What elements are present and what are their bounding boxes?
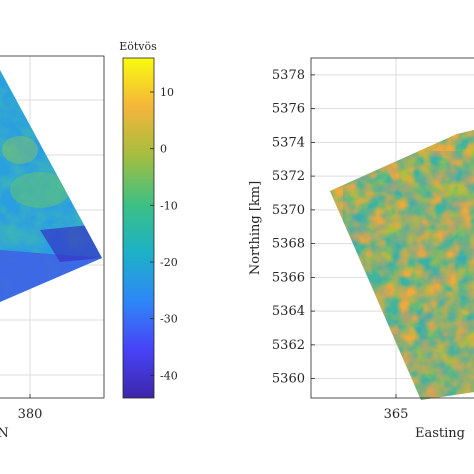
right-x-tick-label: 365 (384, 407, 409, 422)
left-axes-box (0, 55, 105, 399)
colorbar-tick-label: -40 (160, 369, 178, 382)
left-panel: 380 N (0, 55, 105, 441)
right-y-axis-label: Northing [km] (248, 181, 263, 275)
right-y-ticks: 5378 5376 5374 5372 5370 5368 5366 5364 5362 5360 (272, 68, 315, 387)
right-y-tick-label: 5378 (272, 68, 305, 83)
colorbar-tick-label: 0 (160, 143, 167, 156)
colorbar-tick-label: 10 (160, 86, 174, 99)
right-y-tick-label: 5364 (272, 304, 305, 319)
right-y-tick-label: 5368 (272, 237, 305, 252)
right-y-tick-label: 5360 (272, 372, 305, 387)
colorbar-tick-label: -20 (160, 256, 178, 269)
colorbar-ticks: 10 0 -10 -20 -30 -40 (150, 86, 178, 382)
colorbar-label: Eötvös (119, 40, 157, 53)
left-x-axis-label: N (0, 426, 9, 441)
right-panel: 5378 5376 5374 5372 5370 5368 5366 5364 5362 5360… (248, 57, 474, 441)
colorbar-tick-label: -10 (160, 199, 178, 212)
colorbar: Eötvös 10 0 -10 -20 -30 -40 (119, 40, 178, 399)
left-heatmap (0, 70, 102, 302)
right-y-tick-label: 5370 (272, 203, 305, 218)
right-x-ticks: 365 (384, 394, 409, 422)
colorbar-tick-label: -30 (160, 313, 178, 326)
left-x-ticks: 380 (18, 394, 43, 422)
right-y-tick-label: 5366 (272, 270, 305, 285)
right-y-tick-label: 5374 (272, 135, 305, 150)
right-y-tick-label: 5362 (272, 338, 305, 353)
right-y-tick-label: 5372 (272, 169, 305, 184)
right-y-tick-label: 5376 (272, 102, 305, 117)
left-x-tick-label: 380 (18, 407, 43, 422)
colorbar-fill (122, 57, 155, 399)
left-plot-area (0, 56, 104, 398)
right-x-axis-label: Easting (415, 426, 465, 441)
right-heatmap (330, 130, 474, 400)
